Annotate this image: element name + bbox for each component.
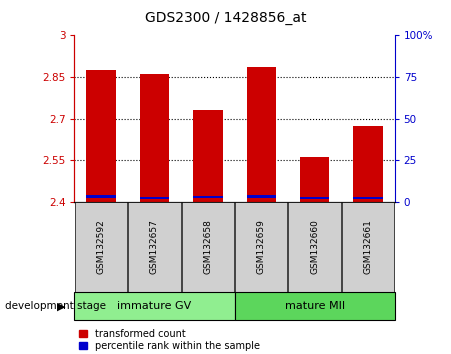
Legend: transformed count, percentile rank within the sample: transformed count, percentile rank withi… xyxy=(79,329,260,351)
Bar xyxy=(140,74,169,202)
Bar xyxy=(87,70,116,202)
Text: GSM132660: GSM132660 xyxy=(310,219,319,274)
Text: GDS2300 / 1428856_at: GDS2300 / 1428856_at xyxy=(145,11,306,25)
Bar xyxy=(247,67,276,202)
Bar xyxy=(140,196,169,199)
Bar xyxy=(247,195,276,198)
Bar xyxy=(87,195,116,198)
Bar xyxy=(353,126,382,202)
Text: GSM132659: GSM132659 xyxy=(257,219,266,274)
Bar xyxy=(353,196,382,199)
Bar xyxy=(193,110,222,202)
Text: development stage: development stage xyxy=(5,301,106,311)
Bar xyxy=(300,197,329,199)
Text: GSM132658: GSM132658 xyxy=(203,219,212,274)
Text: GSM132661: GSM132661 xyxy=(364,219,373,274)
Text: GSM132592: GSM132592 xyxy=(97,219,106,274)
Text: mature MII: mature MII xyxy=(285,301,345,311)
Text: ▶: ▶ xyxy=(57,301,65,311)
Bar xyxy=(193,196,222,199)
Text: immature GV: immature GV xyxy=(117,301,192,311)
Text: GSM132657: GSM132657 xyxy=(150,219,159,274)
Bar xyxy=(300,157,329,202)
